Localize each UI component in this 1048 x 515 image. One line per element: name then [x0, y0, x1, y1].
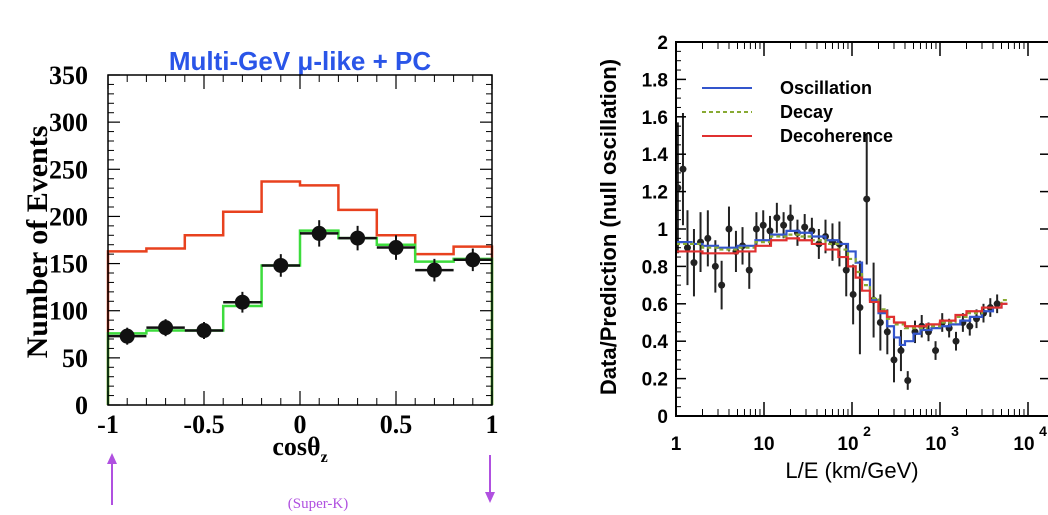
- right-x-tick-label: 10: [1013, 434, 1034, 455]
- legend-label: Decoherence: [780, 126, 893, 146]
- right-data-point: [876, 294, 884, 351]
- left-y-tick-label: 300: [49, 108, 88, 137]
- left-series-1-line: [106, 229, 494, 405]
- super-k-annotation: (Super-K): [288, 496, 349, 512]
- left-data-point: [261, 254, 300, 277]
- right-data-point: [897, 329, 905, 372]
- right-data-point: [786, 204, 794, 231]
- right-data-point: [683, 210, 691, 286]
- right-data-point: [828, 223, 836, 261]
- right-series-layer: [676, 229, 1008, 347]
- left-data-point: [184, 322, 224, 339]
- right-data-point: [849, 264, 857, 325]
- right-y-axis-label: Data/Prediction (null oscillation): [596, 59, 621, 395]
- left-x-axis-label: cosθz: [272, 432, 327, 466]
- left-data-point: [338, 225, 377, 251]
- right-chart: 0 0.2 0.4 0.6 0.8 1 1.2 1.4 1.6 1.8 2 1 10 10 2 10 3 10 4…: [596, 33, 1048, 483]
- right-x-tick-label: 10: [925, 434, 946, 455]
- right-data-point: [704, 210, 712, 267]
- left-series-layer: [106, 180, 494, 405]
- right-y-tick-label: 0.6: [642, 295, 668, 316]
- right-series-oscillation-line: [676, 229, 1008, 347]
- left-x-tick-label: 0: [294, 410, 307, 439]
- left-data-point: [376, 235, 416, 260]
- right-series-decay-line: [676, 233, 1008, 330]
- right-data-point: [697, 212, 705, 273]
- left-x-tick-label: -0.5: [183, 410, 224, 439]
- right-y-tick-label: 0.8: [642, 257, 668, 278]
- right-data-point: [711, 240, 719, 293]
- left-x-ticks: -1 -0.5 0 0.5 1: [97, 75, 499, 439]
- right-x-axis-label: L/E (km/GeV): [785, 458, 918, 483]
- left-y-tick-label: 50: [62, 344, 88, 373]
- right-x-tick-label: 10: [753, 434, 774, 455]
- right-y-ticks: 0 0.2 0.4 0.6 0.8 1 1.2 1.4 1.6 1.8 2: [642, 33, 1048, 428]
- right-x-tick-exponent: 4: [1039, 423, 1047, 439]
- left-data-point: [415, 258, 454, 282]
- right-x-ticks: 1 10 10 2 10 3 10 4: [671, 42, 1047, 455]
- left-y-tick-label: 100: [49, 297, 88, 326]
- right-data-point: [856, 260, 864, 355]
- downgoing-arrow: [485, 455, 495, 503]
- left-chart-title: Multi-GeV μ-like + PC: [169, 46, 431, 76]
- right-series-decoherence-line: [676, 237, 1008, 328]
- right-data-point: [863, 133, 871, 265]
- legend-label: Decay: [780, 102, 833, 122]
- right-y-tick-label: 1.2: [642, 183, 668, 204]
- legend-label: Oscillation: [780, 78, 872, 98]
- right-x-tick-exponent: 3: [951, 423, 959, 439]
- right-data-point: [679, 113, 687, 226]
- right-y-tick-label: 2: [657, 33, 668, 54]
- left-data-point: [108, 327, 147, 345]
- right-y-tick-label: 1.4: [642, 145, 669, 166]
- left-y-tick-label: 0: [75, 391, 88, 420]
- left-chart: Multi-GeV μ-like + PC 0 50 100 150 200 250 300…: [21, 46, 499, 512]
- legend-entry-decoherence: Decoherence: [702, 126, 893, 146]
- right-data-point: [842, 243, 850, 297]
- right-y-tick-label: 1.8: [642, 70, 668, 91]
- right-x-tick-label: 1: [671, 434, 682, 455]
- right-y-tick-label: 0.4: [642, 332, 669, 353]
- right-data-point: [759, 210, 767, 241]
- right-data-point: [745, 251, 753, 289]
- left-y-tick-label: 350: [49, 61, 88, 90]
- left-series-0-line: [106, 180, 494, 405]
- left-y-tick-label: 150: [49, 250, 88, 279]
- right-data-point: [690, 229, 698, 297]
- right-data-point: [676, 122, 682, 254]
- left-y-axis-label: Number of Events: [21, 126, 54, 359]
- left-y-ticks: 0 50 100 150 200 250 300 350: [49, 61, 492, 420]
- legend-entry-decay: Decay: [702, 102, 833, 122]
- left-x-tick-label: 0.5: [380, 410, 413, 439]
- right-data-point: [890, 337, 898, 383]
- left-data-point: [300, 220, 339, 247]
- left-data-point: [146, 319, 185, 337]
- right-y-tick-label: 0.2: [642, 370, 668, 391]
- right-y-tick-label: 1: [657, 220, 668, 241]
- left-y-tick-label: 250: [49, 155, 88, 184]
- left-data-point: [453, 248, 492, 272]
- left-x-tick-label: 1: [486, 410, 499, 439]
- right-data-point: [801, 214, 809, 241]
- right-data-point: [993, 294, 1001, 314]
- right-data-point: [773, 202, 781, 233]
- legend-entry-oscillation: Oscillation: [702, 78, 872, 98]
- left-data-points: [108, 220, 492, 345]
- left-y-tick-label: 200: [49, 202, 88, 231]
- right-x-tick-exponent: 2: [863, 423, 871, 439]
- right-data-point: [904, 371, 912, 390]
- upgoing-arrow: [107, 453, 117, 505]
- right-data-point: [725, 206, 733, 252]
- right-data-point: [932, 341, 940, 360]
- left-x-tick-label: -1: [97, 410, 119, 439]
- right-data-point: [952, 331, 960, 351]
- right-x-tick-label: 10: [837, 434, 858, 455]
- left-data-point: [223, 291, 262, 313]
- right-y-tick-label: 1.6: [642, 108, 668, 129]
- right-legend: Oscillation Decay Decoherence: [702, 78, 893, 146]
- right-y-tick-label: 0: [657, 407, 668, 428]
- right-data-point: [718, 260, 726, 310]
